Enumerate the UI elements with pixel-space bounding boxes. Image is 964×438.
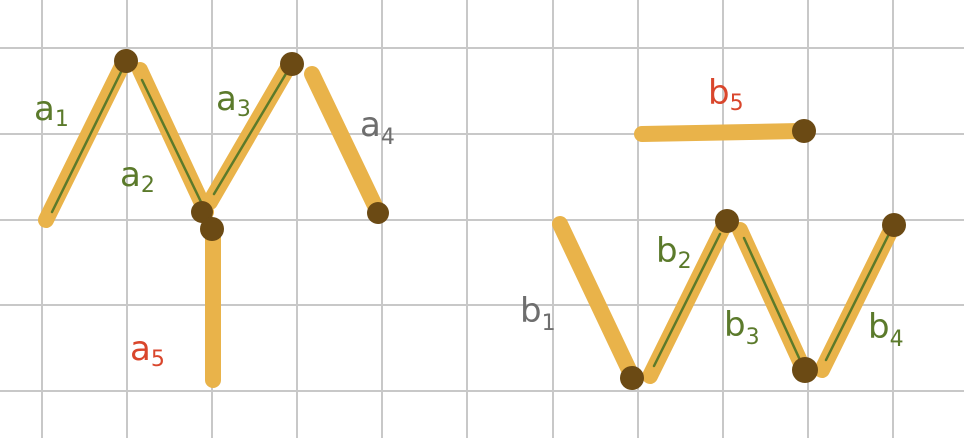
label-b5: b5	[708, 73, 744, 116]
label-b3: b3	[724, 305, 760, 350]
label-a3: a3	[216, 79, 251, 122]
match-b2	[642, 218, 732, 384]
match-a4	[304, 66, 386, 220]
match-head-b3	[792, 357, 818, 383]
match-head-b2	[715, 209, 739, 233]
match-b1	[552, 216, 638, 380]
match-head-b5	[792, 119, 816, 143]
match-head-b4	[882, 213, 906, 237]
label-a2: a2	[120, 155, 155, 198]
match-head-a5	[200, 217, 224, 241]
label-b4: b4	[868, 307, 904, 352]
match-b4	[814, 220, 900, 378]
labels: a1 a2 a3 a4 a5 b1 b2 b3 b4 b5	[34, 73, 904, 372]
match-b5	[634, 123, 808, 142]
match-head-a4	[367, 202, 389, 224]
figure-b	[552, 119, 906, 390]
label-b1: b1	[520, 291, 556, 336]
match-b3	[732, 222, 812, 378]
label-a4: a4	[360, 105, 395, 150]
label-a1: a1	[34, 89, 69, 132]
match-a2	[132, 62, 214, 220]
label-a5: a5	[130, 329, 165, 372]
label-b2: b2	[656, 231, 692, 274]
match-head-a1	[114, 49, 138, 73]
match-head-a2	[191, 201, 213, 223]
match-head-a3	[280, 52, 304, 76]
figure-a	[38, 49, 389, 388]
match-head-b1	[620, 366, 644, 390]
match-a3	[202, 56, 298, 210]
match-a1	[38, 54, 132, 228]
